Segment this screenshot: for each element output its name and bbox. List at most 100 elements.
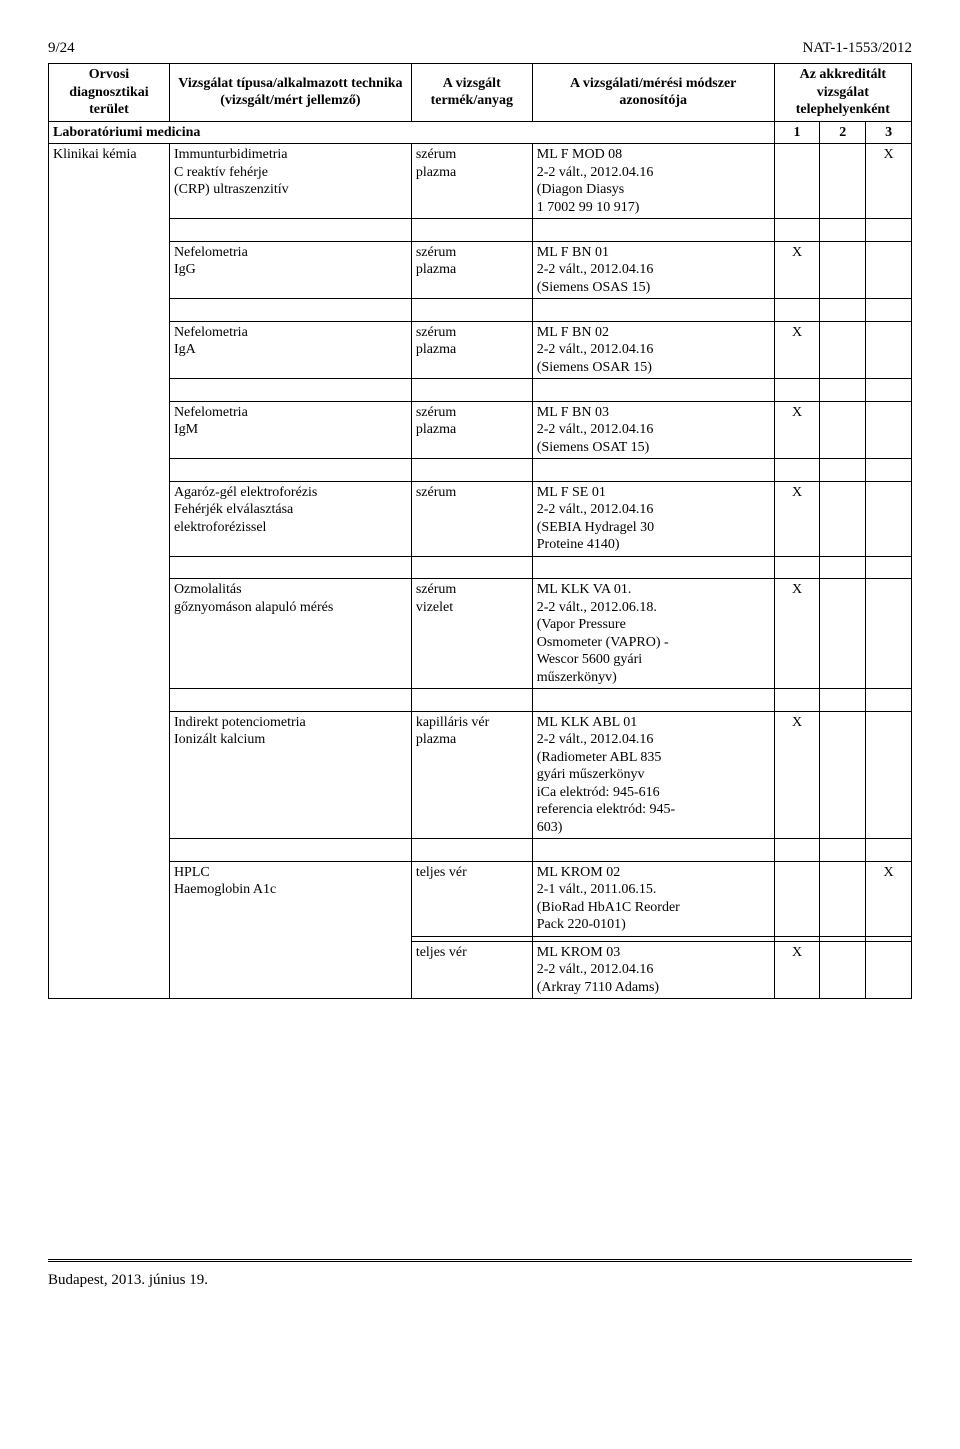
spacer-sample <box>411 689 532 712</box>
spacer-sample <box>411 379 532 402</box>
x1-cell <box>774 861 820 936</box>
x2-cell <box>820 481 866 556</box>
x2-cell <box>820 144 866 219</box>
x1-cell: X <box>774 481 820 556</box>
spacer-x2 <box>820 299 866 322</box>
sample-cell: szérumvizelet <box>411 579 532 689</box>
spacer-x2 <box>820 689 866 712</box>
spacer-x3 <box>866 219 912 242</box>
spacer-x3 <box>866 689 912 712</box>
page-header: 9/24 NAT-1-1553/2012 <box>48 40 912 57</box>
x2-cell <box>820 401 866 459</box>
x2-cell <box>820 941 866 999</box>
spacer-x3 <box>866 839 912 862</box>
method-cell: ML F MOD 082-2 vált., 2012.04.16(Diagon … <box>532 144 774 219</box>
table-row: Agaróz-gél elektroforézisFehérjék elvála… <box>49 481 912 556</box>
table-row: HPLCHaemoglobin A1cteljes vérML KROM 022… <box>49 861 912 936</box>
table-row: Ozmolalitásgőznyomáson alapuló mérésszér… <box>49 579 912 689</box>
col-header-tech: Vizsgálat típusa/alkalmazott technika (v… <box>169 64 411 122</box>
spacer-method <box>532 379 774 402</box>
spacer-tech <box>169 839 411 862</box>
spacer-x1 <box>774 839 820 862</box>
table-header-row: Orvosi diagnosztikai terület Vizsgálat t… <box>49 64 912 122</box>
method-cell: ML F BN 012-2 vált., 2012.04.16(Siemens … <box>532 241 774 299</box>
x1-cell: X <box>774 941 820 999</box>
x3-cell <box>866 401 912 459</box>
table-row <box>49 299 912 322</box>
footer-rule <box>48 1259 912 1262</box>
spacer-x1 <box>774 556 820 579</box>
method-cell: ML KLK VA 01.2-2 vált., 2012.06.18.(Vapo… <box>532 579 774 689</box>
spacer-x3 <box>866 299 912 322</box>
table-row <box>49 459 912 482</box>
doc-id: NAT-1-1553/2012 <box>803 40 912 57</box>
spacer-tech <box>169 379 411 402</box>
site-3-header: 3 <box>866 121 912 144</box>
site-2-header: 2 <box>820 121 866 144</box>
spacer-tech <box>169 219 411 242</box>
x1-cell: X <box>774 401 820 459</box>
spacer-sample <box>411 299 532 322</box>
method-cell: ML F BN 032-2 vált., 2012.04.16(Siemens … <box>532 401 774 459</box>
col-header-sites: Az akkreditált vizsgálat telephelyenként <box>774 64 911 122</box>
spacer-x1 <box>774 299 820 322</box>
table-row: NefelometriaIgMszérumplazmaML F BN 032-2… <box>49 401 912 459</box>
spacer-x2 <box>820 459 866 482</box>
x2-cell <box>820 579 866 689</box>
spacer-x2 <box>820 379 866 402</box>
x3-cell <box>866 241 912 299</box>
col-header-method: A vizsgálati/mérési módszer azonosítója <box>532 64 774 122</box>
spacer-method <box>532 299 774 322</box>
spacer-x1 <box>774 689 820 712</box>
sample-cell: teljes vér <box>411 941 532 999</box>
method-cell: ML KROM 022-1 vált., 2011.06.15.(BioRad … <box>532 861 774 936</box>
spacer-method <box>532 556 774 579</box>
x3-cell <box>866 711 912 839</box>
spacer-x1 <box>774 459 820 482</box>
spacer-x3 <box>866 459 912 482</box>
method-cell: ML KLK ABL 012-2 vált., 2012.04.16(Radio… <box>532 711 774 839</box>
col-header-area: Orvosi diagnosztikai terület <box>49 64 170 122</box>
table-row <box>49 556 912 579</box>
x3-cell <box>866 481 912 556</box>
spacer-method <box>532 689 774 712</box>
tech-cell: NefelometriaIgM <box>169 401 411 459</box>
sample-cell: szérumplazma <box>411 321 532 379</box>
spacer-tech <box>169 689 411 712</box>
table-row: Klinikai kémiaImmunturbidimetriaC reaktí… <box>49 144 912 219</box>
method-cell: ML F SE 012-2 vált., 2012.04.16(SEBIA Hy… <box>532 481 774 556</box>
tech-cell: ImmunturbidimetriaC reaktív fehérje(CRP)… <box>169 144 411 219</box>
table-row <box>49 689 912 712</box>
spacer-x2 <box>820 219 866 242</box>
spacer-x2 <box>820 556 866 579</box>
table-row: NefelometriaIgGszérumplazmaML F BN 012-2… <box>49 241 912 299</box>
x2-cell <box>820 321 866 379</box>
tech-cell: Ozmolalitásgőznyomáson alapuló mérés <box>169 579 411 689</box>
x2-cell <box>820 711 866 839</box>
x1-cell <box>774 144 820 219</box>
page-number: 9/24 <box>48 40 75 57</box>
x3-cell <box>866 941 912 999</box>
x1-cell: X <box>774 321 820 379</box>
tech-cell: Agaróz-gél elektroforézisFehérjék elvála… <box>169 481 411 556</box>
spacer-x3 <box>866 379 912 402</box>
x1-cell: X <box>774 241 820 299</box>
sample-cell: szérumplazma <box>411 401 532 459</box>
table-row <box>49 219 912 242</box>
sample-cell: teljes vér <box>411 861 532 936</box>
sample-cell: szérumplazma <box>411 144 532 219</box>
x3-cell: X <box>866 144 912 219</box>
sample-cell: szérumplazma <box>411 241 532 299</box>
x2-cell <box>820 241 866 299</box>
x1-cell: X <box>774 579 820 689</box>
tech-cell: NefelometriaIgG <box>169 241 411 299</box>
spacer-tech <box>169 299 411 322</box>
data-table: Orvosi diagnosztikai terület Vizsgálat t… <box>48 63 912 999</box>
x3-cell <box>866 321 912 379</box>
sample-cell: szérum <box>411 481 532 556</box>
footer-text: Budapest, 2013. június 19. <box>48 1272 912 1289</box>
spacer-method <box>532 839 774 862</box>
table-row: NefelometriaIgAszérumplazmaML F BN 022-2… <box>49 321 912 379</box>
spacer-x1 <box>774 379 820 402</box>
spacer-x1 <box>774 219 820 242</box>
